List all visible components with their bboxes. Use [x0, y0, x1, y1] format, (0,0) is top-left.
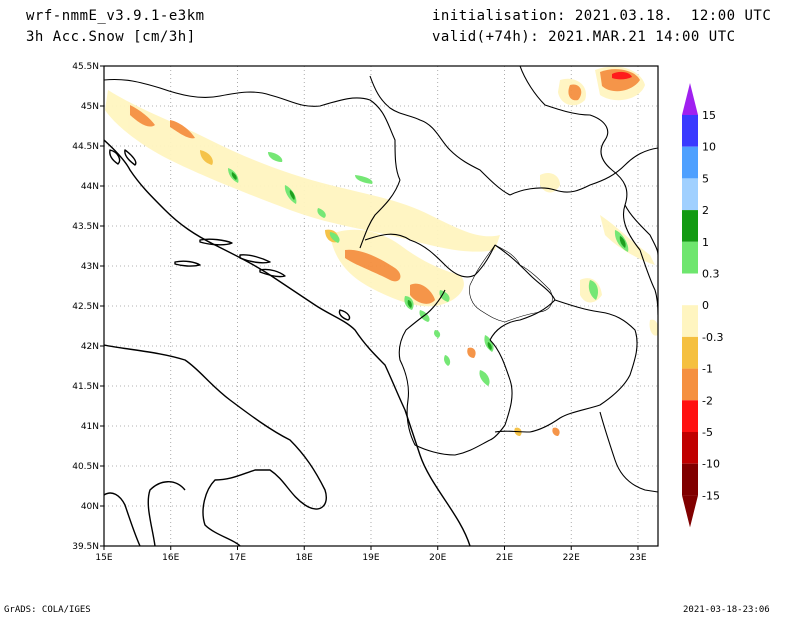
lon-tick-label: 21E [496, 553, 513, 563]
lat-tick-label: 42N [81, 342, 99, 352]
colorbar-label: -0.3 [702, 331, 723, 344]
colorbar-swatch [682, 368, 698, 401]
snow-area-light [105, 90, 500, 252]
footer-credit: GrADS: COLA/IGES [4, 605, 91, 615]
lon-tick-label: 19E [362, 553, 379, 563]
colorbar-label: -2 [702, 394, 713, 407]
lat-tick-label: 41N [81, 422, 99, 432]
lon-tick-label: 15E [95, 553, 112, 563]
lat-tick-label: 40N [81, 502, 99, 512]
colorbar-swatch [682, 178, 698, 211]
snow-area-light [330, 229, 464, 307]
init-time: initialisation: 2021.03.18. 12:00 UTC [432, 8, 772, 24]
colorbar-arrow-top [682, 83, 698, 115]
colorbar-label: 15 [702, 109, 716, 122]
valid-time: valid(+74h): 2021.MAR.21 14:00 UTC [432, 29, 736, 45]
coastlines [104, 139, 471, 546]
colorbar-label: -10 [702, 458, 720, 471]
field-title: 3h Acc.Snow [cm/3h] [26, 29, 196, 45]
lat-tick-label: 42.5N [72, 302, 99, 312]
lon-tick-label: 16E [162, 553, 179, 563]
lat-tick-label: 45.5N [72, 62, 99, 72]
snow-area-green [317, 208, 326, 218]
colorbar-legend: 15 10 5 2 1 0.3 0 -0.3 -1 -2 -5 -10 -15 [682, 83, 723, 528]
colorbar-arrow-bottom [682, 495, 698, 528]
colorbar-swatch [682, 400, 698, 432]
colorbar-label: -15 [702, 489, 720, 502]
lat-tick-label: 39.5N [72, 542, 99, 552]
model-title: wrf-nmmE_v3.9.1-e3km [26, 8, 205, 24]
colorbar-swatch [682, 305, 698, 337]
lon-tick-label: 23E [629, 553, 646, 563]
lon-tick-label: 20E [429, 553, 446, 563]
colorbar-label: -1 [702, 363, 713, 376]
lat-tick-label: 44.5N [72, 142, 99, 152]
lon-tick-label: 22E [563, 553, 580, 563]
lat-tick-label: 43N [81, 262, 99, 272]
colorbar-swatch [682, 463, 698, 496]
colorbar-label: 1 [702, 236, 709, 249]
snow-field [105, 66, 658, 436]
snow-area-green [439, 290, 450, 302]
snow-area-green [355, 175, 373, 184]
snow-area-red [612, 71, 632, 80]
colorbar-label: 2 [702, 204, 709, 217]
snow-area-orange [130, 105, 155, 127]
colorbar-label: 5 [702, 172, 709, 185]
colorbar-label: 0 [702, 299, 709, 312]
snow-area-darkgreen [407, 300, 412, 308]
snow-area-orange [170, 120, 195, 139]
snow-area-darkgreen [619, 236, 626, 248]
snow-area-orange [568, 84, 582, 101]
snow-area-green [479, 370, 490, 386]
colorbar-swatch [682, 241, 698, 274]
colorbar-swatch [682, 115, 698, 147]
snow-area-darkgreen [487, 342, 492, 350]
colorbar-swatch [682, 210, 698, 242]
colorbar-swatch [682, 146, 698, 179]
snow-area-orange [410, 283, 435, 304]
snow-area-green [434, 330, 441, 338]
snow-area-darkgreen [289, 190, 295, 200]
snow-area-orange [345, 249, 401, 282]
snow-area-orange [467, 347, 476, 358]
colorbar-swatch [682, 432, 698, 464]
snow-area-darkgreen [231, 172, 237, 180]
snow-area-green [444, 355, 451, 366]
country-borders [104, 66, 658, 493]
lat-tick-label: 43.5N [72, 222, 99, 232]
snow-area-green [329, 232, 340, 243]
colorbar-label: -5 [702, 426, 713, 439]
kosovo-border [469, 244, 553, 323]
lon-tick-label: 17E [229, 553, 246, 563]
lat-tick-label: 44N [81, 182, 99, 192]
colorbar-label: 0.3 [702, 268, 720, 281]
snow-area-orange [552, 427, 560, 436]
snow-area-light [649, 319, 658, 336]
lat-tick-label: 40.5N [72, 462, 99, 472]
snow-area-green [268, 152, 283, 162]
lat-tick-label: 41.5N [72, 382, 99, 392]
lon-tick-label: 18E [296, 553, 313, 563]
colorbar-label: 10 [702, 141, 716, 154]
footer-timestamp: 2021-03-18-23:06 [683, 605, 770, 615]
lat-tick-label: 45N [81, 102, 99, 112]
colorbar-swatch [682, 273, 698, 306]
snow-area-green [588, 280, 598, 300]
colorbar-swatch [682, 336, 698, 369]
snow-area-orange [200, 150, 213, 165]
